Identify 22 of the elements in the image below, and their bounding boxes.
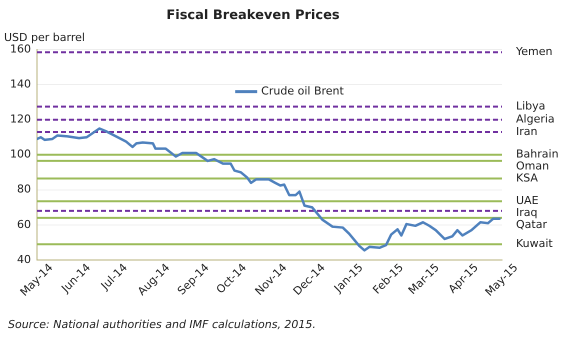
y-tick-label: 100 <box>10 148 31 161</box>
y-tick-label: 80 <box>16 182 31 196</box>
ref-line-label: KSA <box>516 172 538 185</box>
legend-label: Crude oil Brent <box>261 84 345 98</box>
ref-line-label: Kuwait <box>516 237 554 250</box>
y-tick-label: 160 <box>10 42 31 56</box>
ref-line-label: Bahrain <box>516 148 559 161</box>
ref-line-label: Qatar <box>516 218 548 232</box>
source-note: Source: National authorities and IMF calculations, 2015. <box>8 318 316 331</box>
y-axis-title: USD per barrel <box>4 30 85 44</box>
chart-title: Fiscal Breakeven Prices <box>166 8 340 24</box>
y-tick-label: 140 <box>10 78 31 91</box>
y-tick-label: 40 <box>16 252 31 266</box>
ref-line-label: Iraq <box>516 206 538 220</box>
ref-line-label: Yemen <box>515 45 553 58</box>
ref-line-label: Oman <box>516 160 550 173</box>
y-tick-label: 60 <box>16 218 31 231</box>
ref-line-label: UAE <box>516 194 539 208</box>
ref-line-label: Iran <box>516 124 538 138</box>
ref-line-label: Algeria <box>516 112 555 126</box>
ref-line-label: Libya <box>516 99 546 112</box>
y-tick-label: 120 <box>10 112 31 126</box>
